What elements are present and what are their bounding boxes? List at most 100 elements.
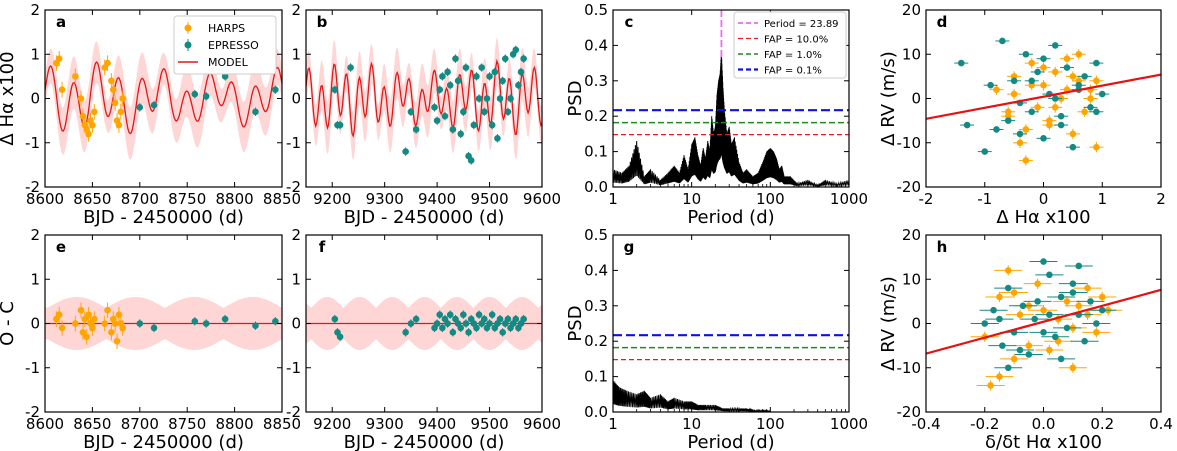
data-point — [1022, 157, 1030, 164]
data-point — [1034, 104, 1041, 111]
x-axis-label: BJD - 2450000 (d) — [83, 207, 244, 228]
data-point — [441, 112, 449, 120]
panel-g: 1 10 100 1000 0.0 0.1 0.2 0.3 0.4 0.5 Period (d) PS… — [565, 226, 868, 451]
x-tick-label: 8700 — [121, 415, 159, 433]
data-point — [499, 77, 506, 85]
data-point — [191, 90, 199, 98]
data-point — [1031, 315, 1038, 323]
data-point — [407, 320, 415, 327]
y-tick-label: 0.0 — [584, 403, 608, 421]
data-point — [1051, 104, 1059, 111]
data-point — [1040, 81, 1047, 89]
x-tick-label: 8750 — [168, 415, 206, 433]
x-tick-label: -0.2 — [970, 415, 999, 433]
data-point — [473, 324, 480, 332]
data-point — [999, 342, 1006, 349]
data-point — [1025, 351, 1033, 358]
data-point — [496, 95, 504, 102]
y-tick-label: -10 — [897, 359, 922, 377]
data-point — [436, 86, 444, 93]
y-tick-label: 0 — [30, 90, 40, 108]
data-point — [1069, 143, 1077, 151]
data-point — [444, 320, 451, 327]
data-point — [1016, 311, 1024, 318]
data-point — [1034, 298, 1041, 305]
data-point — [85, 130, 92, 138]
y-tick-label: -1 — [286, 359, 301, 377]
data-point — [449, 126, 457, 133]
data-point — [520, 315, 527, 323]
x-tick-label: 8850 — [263, 415, 301, 433]
data-point — [457, 324, 465, 332]
y-tick-label: 20 — [902, 226, 921, 244]
data-point — [1081, 337, 1088, 345]
data-point — [1069, 280, 1077, 287]
x-tick-label: 2 — [1156, 190, 1166, 208]
x-axis-label: BJD - 2450000 (d) — [344, 432, 505, 451]
plot-area — [306, 297, 542, 350]
plot-area — [306, 37, 542, 165]
x-tick-label: 100 — [756, 190, 785, 208]
data-point — [504, 108, 512, 116]
x-tick-label: 8700 — [121, 190, 159, 208]
x-tick-label: 9200 — [313, 415, 351, 433]
y-tick-label: 0.2 — [584, 332, 608, 350]
data-point — [1046, 346, 1053, 354]
plot-area — [613, 10, 849, 187]
y-axis-label: PSD — [565, 305, 586, 341]
data-point — [1016, 139, 1024, 147]
data-point — [72, 73, 79, 80]
panel-letter: f — [319, 238, 326, 256]
data-point — [119, 95, 127, 102]
panel-f: 9200 9300 9400 9500 9600 -2 -1 0 1 2 BJD - 2450000… — [286, 226, 561, 451]
data-point — [963, 121, 971, 129]
data-point — [111, 99, 119, 107]
data-point — [108, 329, 115, 336]
data-point — [1057, 355, 1065, 363]
data-point — [431, 104, 438, 111]
x-tick-label: 10 — [682, 415, 701, 433]
data-point — [1069, 289, 1077, 296]
x-axis-label: Period (d) — [687, 207, 774, 228]
data-point — [81, 315, 89, 323]
legend-label: FAP = 1.0% — [764, 50, 822, 61]
data-point — [460, 311, 467, 318]
x-tick-label: 8850 — [263, 190, 301, 208]
x-tick-label: 8650 — [73, 415, 111, 433]
y-tick-label: 1 — [30, 45, 40, 63]
legend-box — [173, 15, 277, 75]
data-point — [150, 324, 158, 332]
data-point — [1028, 77, 1036, 85]
x-tick-label: 0.2 — [1090, 415, 1114, 433]
data-point — [150, 101, 158, 109]
x-tick-label: 8600 — [26, 190, 64, 208]
data-point — [449, 329, 457, 336]
data-point — [104, 59, 111, 67]
data-point — [486, 73, 493, 80]
legend-label: MODEL — [208, 56, 249, 69]
y-tick-label: 0 — [911, 90, 921, 108]
data-point — [90, 315, 98, 323]
y-tick-label: 1 — [30, 270, 40, 288]
x-tick-label: 8800 — [216, 415, 254, 433]
data-point — [1075, 262, 1083, 270]
x-tick-label: 8750 — [168, 190, 206, 208]
x-tick-label: 8800 — [216, 190, 254, 208]
axes-frame — [612, 9, 850, 188]
data-point — [491, 68, 499, 76]
data-point — [1075, 302, 1083, 310]
data-point — [136, 104, 144, 111]
data-point — [1081, 73, 1088, 80]
x-tick-label: 9200 — [313, 190, 351, 208]
plot-area — [926, 258, 1161, 391]
data-point — [1098, 293, 1106, 301]
legend-marker-epresso — [184, 41, 192, 49]
data-point — [221, 73, 229, 80]
y-tick-label: 0.3 — [584, 72, 608, 90]
data-point — [990, 306, 997, 314]
legend-marker-harps — [184, 24, 192, 32]
y-tick-label: -20 — [897, 403, 922, 421]
data-point — [465, 329, 472, 336]
data-point — [77, 95, 85, 102]
